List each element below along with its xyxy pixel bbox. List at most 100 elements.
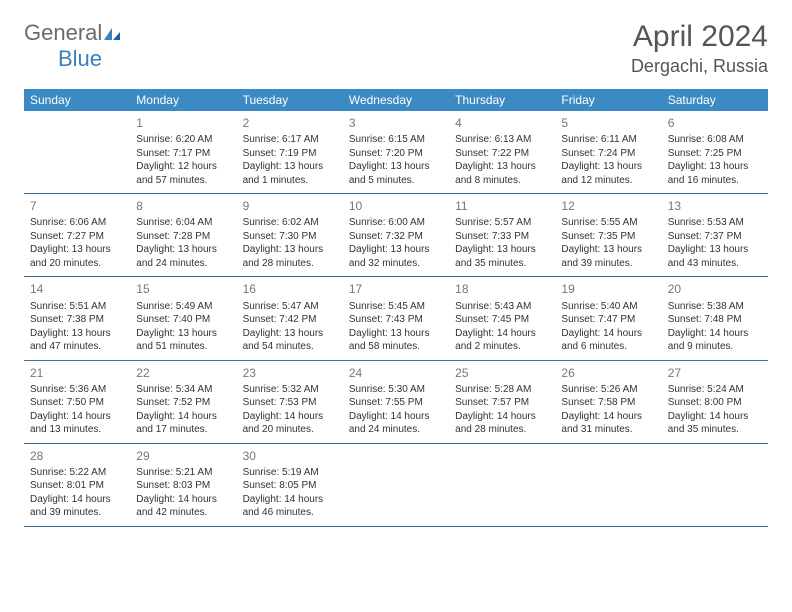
day-number: 29	[136, 448, 230, 464]
cell-line: Sunset: 7:22 PM	[455, 147, 549, 161]
weekday-wed: Wednesday	[343, 89, 449, 111]
cell-line: Sunset: 7:50 PM	[30, 396, 124, 410]
cell-line: and 12 minutes.	[561, 174, 655, 188]
calendar-cell	[555, 444, 661, 526]
cell-line: Daylight: 14 hours	[668, 327, 762, 341]
cell-line: Sunset: 7:19 PM	[243, 147, 337, 161]
cell-line: and 20 minutes.	[243, 423, 337, 437]
day-number: 3	[349, 115, 443, 131]
cell-line: Daylight: 13 hours	[243, 160, 337, 174]
day-number: 10	[349, 198, 443, 214]
cell-line: and 57 minutes.	[136, 174, 230, 188]
cell-line: Daylight: 14 hours	[455, 327, 549, 341]
cell-line: and 31 minutes.	[561, 423, 655, 437]
calendar-cell	[24, 111, 130, 193]
day-number: 23	[243, 365, 337, 381]
cell-line: and 46 minutes.	[243, 506, 337, 520]
cell-line: Sunrise: 6:04 AM	[136, 216, 230, 230]
cell-line: Daylight: 14 hours	[668, 410, 762, 424]
cell-line: and 16 minutes.	[668, 174, 762, 188]
cell-line: Daylight: 14 hours	[243, 410, 337, 424]
cell-line: Daylight: 14 hours	[455, 410, 549, 424]
cell-line: Sunrise: 6:02 AM	[243, 216, 337, 230]
cell-line: Daylight: 13 hours	[243, 327, 337, 341]
day-number: 6	[668, 115, 762, 131]
calendar-cell: 24Sunrise: 5:30 AMSunset: 7:55 PMDayligh…	[343, 361, 449, 443]
cell-line: Sunrise: 5:53 AM	[668, 216, 762, 230]
cell-line: Sunset: 7:35 PM	[561, 230, 655, 244]
cell-line: Sunset: 7:32 PM	[349, 230, 443, 244]
cell-line: and 24 minutes.	[136, 257, 230, 271]
cell-line: Sunset: 7:42 PM	[243, 313, 337, 327]
cell-line: Daylight: 14 hours	[561, 327, 655, 341]
cell-line: and 5 minutes.	[349, 174, 443, 188]
cell-line: and 28 minutes.	[455, 423, 549, 437]
cell-line: Daylight: 12 hours	[136, 160, 230, 174]
cell-line: Sunset: 7:25 PM	[668, 147, 762, 161]
cell-line: Daylight: 13 hours	[668, 160, 762, 174]
cell-line: Daylight: 13 hours	[30, 243, 124, 257]
cell-line: Daylight: 13 hours	[349, 327, 443, 341]
cell-line: Sunset: 7:30 PM	[243, 230, 337, 244]
cell-line: Daylight: 13 hours	[349, 243, 443, 257]
weekday-header: Sunday Monday Tuesday Wednesday Thursday…	[24, 89, 768, 111]
calendar-week: 1Sunrise: 6:20 AMSunset: 7:17 PMDaylight…	[24, 111, 768, 194]
calendar-cell: 27Sunrise: 5:24 AMSunset: 8:00 PMDayligh…	[662, 361, 768, 443]
weekday-tue: Tuesday	[237, 89, 343, 111]
day-number: 1	[136, 115, 230, 131]
calendar-cell: 18Sunrise: 5:43 AMSunset: 7:45 PMDayligh…	[449, 277, 555, 359]
cell-line: Sunset: 7:47 PM	[561, 313, 655, 327]
calendar-cell: 10Sunrise: 6:00 AMSunset: 7:32 PMDayligh…	[343, 194, 449, 276]
cell-line: Daylight: 14 hours	[30, 493, 124, 507]
calendar-cell: 16Sunrise: 5:47 AMSunset: 7:42 PMDayligh…	[237, 277, 343, 359]
logo-text: General Blue	[24, 20, 122, 72]
cell-line: and 42 minutes.	[136, 506, 230, 520]
cell-line: Sunset: 7:43 PM	[349, 313, 443, 327]
cell-line: Sunrise: 6:15 AM	[349, 133, 443, 147]
weekday-sat: Saturday	[662, 89, 768, 111]
cell-line: and 39 minutes.	[30, 506, 124, 520]
cell-line: Sunset: 8:05 PM	[243, 479, 337, 493]
cell-line: Daylight: 14 hours	[136, 493, 230, 507]
cell-line: Sunset: 7:37 PM	[668, 230, 762, 244]
cell-line: and 32 minutes.	[349, 257, 443, 271]
cell-line: Sunset: 7:33 PM	[455, 230, 549, 244]
cell-line: and 6 minutes.	[561, 340, 655, 354]
logo-sail-icon	[102, 26, 122, 42]
cell-line: Sunset: 7:57 PM	[455, 396, 549, 410]
cell-line: Sunset: 8:00 PM	[668, 396, 762, 410]
cell-line: Daylight: 14 hours	[561, 410, 655, 424]
calendar-cell: 8Sunrise: 6:04 AMSunset: 7:28 PMDaylight…	[130, 194, 236, 276]
calendar-cell: 1Sunrise: 6:20 AMSunset: 7:17 PMDaylight…	[130, 111, 236, 193]
cell-line: Sunrise: 5:22 AM	[30, 466, 124, 480]
day-number: 18	[455, 281, 549, 297]
cell-line: Sunrise: 5:43 AM	[455, 300, 549, 314]
month-title: April 2024	[631, 20, 768, 54]
cell-line: and 1 minutes.	[243, 174, 337, 188]
cell-line: Sunset: 8:03 PM	[136, 479, 230, 493]
day-number: 24	[349, 365, 443, 381]
location: Dergachi, Russia	[631, 56, 768, 77]
calendar-cell: 7Sunrise: 6:06 AMSunset: 7:27 PMDaylight…	[24, 194, 130, 276]
calendar-cell: 25Sunrise: 5:28 AMSunset: 7:57 PMDayligh…	[449, 361, 555, 443]
logo: General Blue	[24, 20, 122, 72]
cell-line: Sunrise: 5:45 AM	[349, 300, 443, 314]
cell-line: and 51 minutes.	[136, 340, 230, 354]
calendar-cell: 2Sunrise: 6:17 AMSunset: 7:19 PMDaylight…	[237, 111, 343, 193]
cell-line: and 8 minutes.	[455, 174, 549, 188]
cell-line: and 35 minutes.	[668, 423, 762, 437]
cell-line: and 13 minutes.	[30, 423, 124, 437]
calendar-cell: 17Sunrise: 5:45 AMSunset: 7:43 PMDayligh…	[343, 277, 449, 359]
calendar-cell: 15Sunrise: 5:49 AMSunset: 7:40 PMDayligh…	[130, 277, 236, 359]
header: General Blue April 2024 Dergachi, Russia	[24, 20, 768, 77]
weekday-fri: Friday	[555, 89, 661, 111]
cell-line: Sunrise: 5:19 AM	[243, 466, 337, 480]
day-number: 26	[561, 365, 655, 381]
day-number: 30	[243, 448, 337, 464]
cell-line: Daylight: 13 hours	[561, 243, 655, 257]
calendar-cell	[449, 444, 555, 526]
cell-line: Sunset: 7:52 PM	[136, 396, 230, 410]
day-number: 2	[243, 115, 337, 131]
calendar-cell: 9Sunrise: 6:02 AMSunset: 7:30 PMDaylight…	[237, 194, 343, 276]
cell-line: Sunrise: 5:40 AM	[561, 300, 655, 314]
